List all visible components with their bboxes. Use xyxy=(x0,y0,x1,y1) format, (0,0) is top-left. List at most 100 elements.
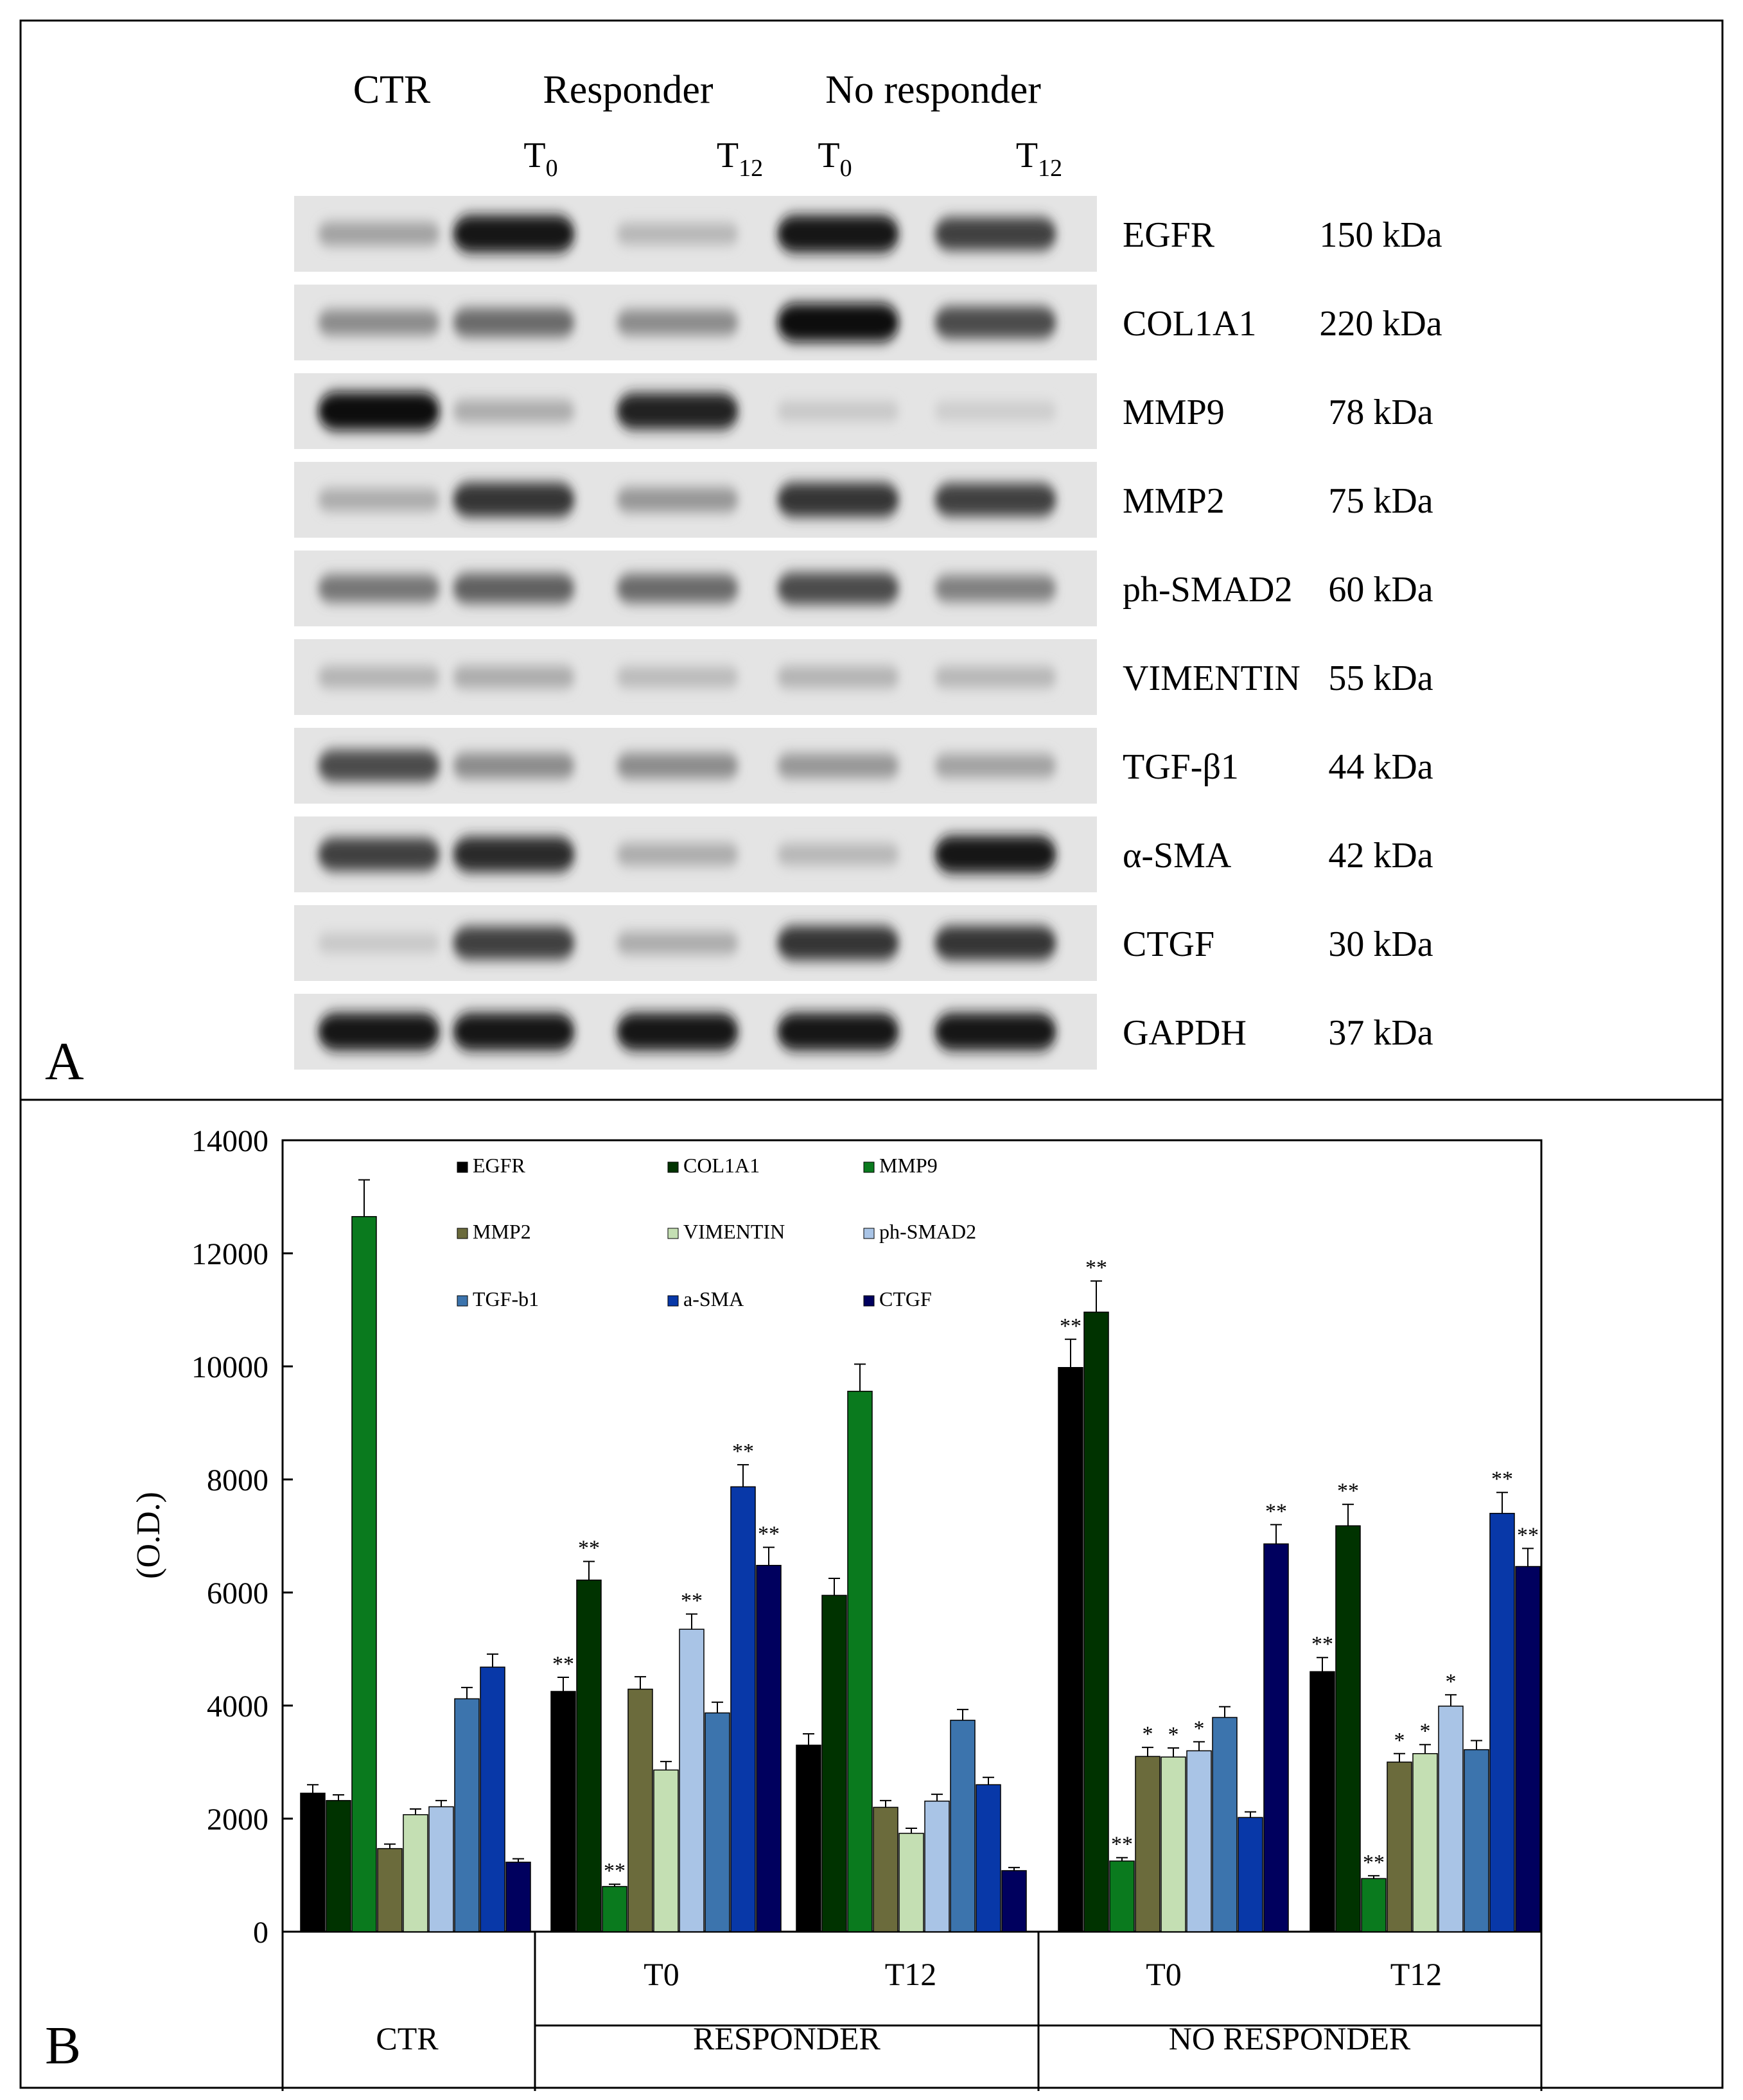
molecular-weight: 55 kDa xyxy=(1328,658,1433,698)
blot-gapdh: GAPDH 37 kDa xyxy=(294,994,1433,1070)
blot-band xyxy=(777,926,899,960)
y-tick-label: 14000 xyxy=(191,1124,268,1158)
blot-egfr: EGFR 150 kDa xyxy=(294,196,1442,272)
legend-swatch xyxy=(457,1295,468,1307)
bar-mmp9 xyxy=(1109,1860,1135,1932)
legend-label: VIMENTIN xyxy=(683,1220,785,1243)
legend-label: COL1A1 xyxy=(683,1154,760,1177)
bar-ctgf xyxy=(1515,1566,1541,1932)
bar-group-no-responder-t12: ******* ****** xyxy=(1309,1467,1541,1932)
significance-marker: ** xyxy=(1060,1314,1082,1338)
bar-ctgf xyxy=(505,1862,531,1932)
significance-marker: ** xyxy=(758,1522,780,1546)
blot-band xyxy=(318,222,440,246)
bar-mmp2 xyxy=(627,1688,653,1932)
legend-label: EGFR xyxy=(473,1154,525,1177)
bar-col1a1 xyxy=(1083,1311,1109,1932)
molecular-weight: 78 kDa xyxy=(1328,393,1433,432)
significance-marker: ** xyxy=(1337,1479,1359,1503)
y-tick-label: 10000 xyxy=(191,1350,268,1384)
bar-group-responder-t0: ** ** ** ** ** ** xyxy=(550,1440,782,1932)
y-tick-label: 0 xyxy=(253,1916,268,1950)
x-axis: T0 T12 T0 T12 CTR RESPONDER NO RESPONDER xyxy=(281,1932,1543,2091)
blot-band xyxy=(617,393,739,430)
legend-item-mmp2: MMP2 xyxy=(457,1220,531,1243)
blot-band xyxy=(934,575,1056,602)
blot-band xyxy=(777,843,899,865)
blot-mmp9: MMP9 78 kDa xyxy=(294,373,1433,449)
protein-name: CTGF xyxy=(1123,924,1214,964)
blot-band xyxy=(777,401,899,421)
molecular-weight: 30 kDa xyxy=(1328,924,1433,964)
blot-ctgf: CTGF 30 kDa xyxy=(294,905,1433,981)
blot-band xyxy=(617,223,739,245)
y-axis: 0 2000 4000 6000 8000 10000 12000 14000 xyxy=(191,1124,293,1950)
blot-band xyxy=(453,836,575,872)
blot-band xyxy=(318,666,440,688)
blot-tgf-1: TGF-β1 44 kDa xyxy=(294,728,1433,804)
significance-marker: ** xyxy=(1311,1632,1333,1656)
legend: EGFR COL1A1 MMP9 MMP2 VIMENTIN ph-SMAD2 TGF-b1… xyxy=(457,1154,976,1310)
significance-marker: ** xyxy=(1491,1467,1513,1491)
group-label-ctr: CTR xyxy=(353,68,431,112)
blot-band xyxy=(777,754,899,778)
blot-band xyxy=(453,1012,575,1051)
significance-marker: * xyxy=(1394,1729,1405,1752)
bar-mmp2 xyxy=(377,1848,403,1932)
blot-band xyxy=(617,931,739,955)
significance-marker: * xyxy=(1446,1670,1457,1693)
bar-mmp9 xyxy=(602,1885,627,1932)
significance-marker: ** xyxy=(1085,1256,1107,1280)
significance-marker: ** xyxy=(681,1589,703,1612)
blot-band xyxy=(777,482,899,517)
significance-marker: * xyxy=(1143,1722,1153,1746)
blot-band xyxy=(617,488,739,512)
protein-name: TGF-β1 xyxy=(1123,747,1239,787)
bar-tgf-b1 xyxy=(454,1698,480,1932)
legend-swatch xyxy=(457,1161,468,1173)
blot-band xyxy=(318,310,440,335)
bar-group-responder-t12 xyxy=(796,1363,1027,1932)
significance-marker: ** xyxy=(552,1652,574,1676)
x-subcategory-label: T12 xyxy=(1390,1956,1442,1992)
protein-name: MMP2 xyxy=(1123,481,1225,521)
significance-marker: ** xyxy=(1517,1523,1539,1547)
legend-item-ph-smad2: ph-SMAD2 xyxy=(863,1220,976,1243)
bar-mmp9 xyxy=(847,1390,873,1932)
blot-band xyxy=(617,843,739,866)
x-subcategory-label: T12 xyxy=(885,1956,937,1992)
blot-band xyxy=(777,572,899,604)
blot-band xyxy=(453,573,575,604)
bar-egfr xyxy=(1309,1671,1335,1932)
timepoint-label: T12 xyxy=(717,136,763,182)
bar-group-no-responder-t0: ******* * *** xyxy=(1058,1256,1289,1932)
legend-item-tgf-b1: TGF-b1 xyxy=(457,1287,539,1310)
bar-vimentin xyxy=(653,1769,679,1932)
blot-band xyxy=(617,310,739,335)
molecular-weight: 44 kDa xyxy=(1328,747,1433,787)
blot-band xyxy=(453,308,575,337)
x-subcategory-label: T0 xyxy=(644,1956,679,1992)
legend-label: ph-SMAD2 xyxy=(879,1220,976,1243)
molecular-weight: 42 kDa xyxy=(1328,836,1433,876)
legend-swatch xyxy=(667,1228,679,1239)
protein-name: MMP9 xyxy=(1123,393,1225,432)
blot-band xyxy=(318,488,440,511)
x-subcategory-label: T0 xyxy=(1146,1956,1182,1992)
bar-mmp2 xyxy=(1135,1756,1161,1932)
blot-band xyxy=(318,392,440,430)
legend-item-vimentin: VIMENTIN xyxy=(667,1220,785,1243)
protein-name: α-SMA xyxy=(1123,836,1232,876)
bar-ph-smad2 xyxy=(924,1800,950,1932)
bar-ph-smad2 xyxy=(679,1628,705,1932)
protein-name: EGFR xyxy=(1123,215,1215,255)
blot-band xyxy=(453,400,575,423)
blot-band xyxy=(453,926,575,960)
legend-item-a-sma: a-SMA xyxy=(667,1287,744,1310)
timepoint-label: T12 xyxy=(1016,136,1062,182)
bar-a-sma xyxy=(480,1666,505,1932)
blot-band xyxy=(453,482,575,517)
blot-band xyxy=(934,483,1056,516)
panel-a-western-blot: A CTR Responder No responder T0 T12 T0 T… xyxy=(45,68,1442,1091)
